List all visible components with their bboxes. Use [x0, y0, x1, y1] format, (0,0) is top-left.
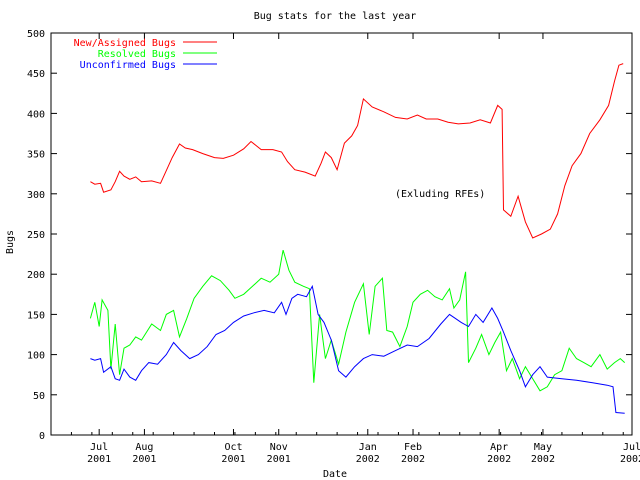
legend-label-2: Unconfirmed Bugs [80, 60, 176, 71]
series-line-0 [90, 63, 624, 239]
x-tick-label-month: May [534, 442, 552, 453]
y-axis-label: Bugs [5, 230, 16, 254]
y-tick-label-250: 250 [27, 230, 45, 241]
x-tick-label-month: Apr [490, 442, 508, 453]
x-tick-label-year: 2002 [487, 454, 511, 465]
x-tick-label-year: 2002 [620, 454, 640, 465]
x-tick-label-month: Jan [359, 442, 377, 453]
y-tick-label-450: 450 [27, 69, 45, 80]
chart-title: Bug stats for the last year [254, 11, 417, 22]
x-tick-label-month: Feb [404, 442, 422, 453]
x-tick-label-month: Jul [623, 442, 640, 453]
y-axis: 0 50 100 150 200 250 300 350 400 450 500 [27, 29, 632, 442]
plot-frame [50, 32, 633, 436]
x-tick-label-month: Oct [224, 442, 242, 453]
x-axis: Jul2001Aug2001Oct2001Nov2001Jan2002Feb20… [70, 33, 640, 465]
x-tick-label-year: 2001 [87, 454, 111, 465]
x-tick-label-year: 2001 [221, 454, 245, 465]
x-tick-label-year: 2002 [401, 454, 425, 465]
x-tick-label-month: Aug [135, 442, 153, 453]
annotation-excluding-rfes: (Exluding RFEs) [395, 189, 485, 200]
y-tick-label-400: 400 [27, 109, 45, 120]
y-tick-label-100: 100 [27, 351, 45, 362]
x-tick-label-month: Nov [270, 442, 288, 453]
y-tick-label-150: 150 [27, 310, 45, 321]
x-tick-label-year: 2002 [356, 454, 380, 465]
y-tick-label-0: 0 [39, 431, 45, 442]
x-axis-label: Date [323, 469, 347, 480]
legend-label-0: New/Assigned Bugs [74, 38, 176, 49]
x-tick-label-year: 2001 [132, 454, 156, 465]
legend-label-1: Resolved Bugs [98, 49, 176, 60]
series-lines [89, 63, 626, 414]
x-tick-label-month: Jul [90, 442, 108, 453]
series-line-2 [90, 284, 625, 414]
x-tick-label-year: 2001 [267, 454, 291, 465]
y-tick-label-300: 300 [27, 190, 45, 201]
x-tick-label-year: 2002 [531, 454, 555, 465]
series-line-1 [89, 249, 626, 392]
y-tick-label-200: 200 [27, 270, 45, 281]
y-tick-label-500: 500 [27, 29, 45, 40]
y-tick-label-50: 50 [33, 391, 45, 402]
y-tick-label-350: 350 [27, 150, 45, 161]
